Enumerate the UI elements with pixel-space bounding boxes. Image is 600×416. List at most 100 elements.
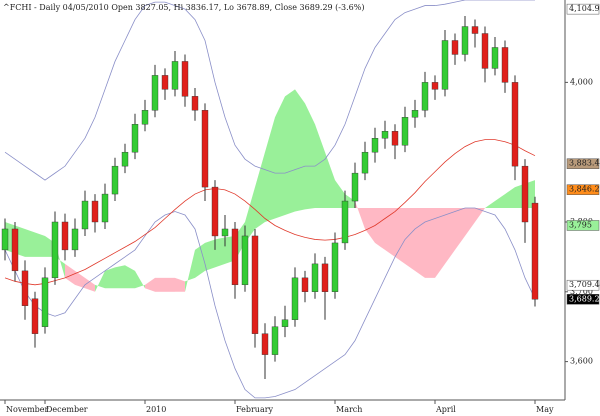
candle-body: [61, 221, 69, 251]
x-tick-label: February: [236, 405, 274, 414]
candle-body: [141, 110, 149, 125]
candle-body: [221, 228, 229, 237]
x-tick-label: December: [46, 405, 88, 414]
candle-body: [531, 202, 539, 300]
candle-body: [371, 138, 379, 153]
candle-body: [381, 131, 389, 139]
cloud-segment: [435, 208, 445, 278]
cloud-segment: [305, 103, 315, 210]
candle-body: [31, 298, 39, 334]
candle-body: [11, 228, 19, 272]
cloud-segment: [85, 277, 95, 292]
cloud-segment: [465, 208, 475, 236]
cloud-segment: [315, 124, 325, 209]
cloud-segment: [355, 201, 365, 229]
line-layer: [4, 0, 536, 399]
candle-body: [261, 333, 269, 355]
candle-body: [351, 172, 359, 202]
candle-body: [451, 40, 459, 55]
candle-body: [301, 277, 309, 292]
y-tick-label: 4,000: [570, 77, 593, 86]
candle-body: [291, 277, 299, 320]
cloud-segment: [35, 232, 45, 257]
cloud-segment: [105, 267, 115, 289]
candle-body: [21, 270, 29, 306]
candle-body: [361, 151, 369, 174]
candle-body: [41, 277, 49, 327]
candle-body: [171, 61, 179, 90]
candle-body: [471, 26, 479, 34]
candle-body: [281, 319, 289, 327]
cloud-segment: [175, 277, 185, 292]
candle-body: [391, 131, 399, 146]
cloud-segment: [245, 187, 255, 243]
candle-body: [81, 200, 89, 230]
cloud-segment: [165, 277, 175, 292]
cloud-segment: [155, 277, 165, 292]
price-label: 3,883.44: [569, 159, 600, 168]
price-label: 4,104.91: [569, 4, 600, 13]
candle-body: [311, 263, 319, 292]
candle-body: [251, 235, 259, 334]
candle-body: [431, 82, 439, 90]
candle-body: [1, 228, 9, 251]
candle-body: [181, 61, 189, 97]
price-label-box: [566, 220, 600, 231]
price-label-box: [566, 279, 600, 291]
cloud-segment: [485, 201, 495, 209]
price-label: 3,709.44: [569, 280, 600, 289]
candle-body: [491, 47, 499, 69]
cloud-segment: [185, 249, 195, 292]
cloud-segment: [95, 270, 105, 292]
candle-body: [241, 235, 249, 286]
candle-body: [411, 110, 419, 118]
cloud-segment: [125, 265, 135, 289]
cloud-segment: [405, 208, 415, 271]
cloud-segment: [425, 208, 435, 278]
candle-body: [111, 165, 119, 195]
cloud-segment: [25, 228, 35, 257]
candle-body: [191, 96, 199, 111]
candle-body: [521, 165, 529, 223]
candle-body: [511, 82, 519, 167]
cloud-segment: [505, 187, 515, 209]
cloud-segment: [475, 208, 485, 222]
cloud-segment: [135, 270, 145, 289]
candle-body: [341, 200, 349, 244]
price-label: 3,846.25: [569, 185, 600, 194]
candle-body: [441, 40, 449, 90]
price-label-box: [566, 294, 600, 305]
cloud-segment: [255, 152, 265, 229]
cloud-segment: [205, 239, 215, 271]
cloud-segment: [195, 242, 205, 278]
price-label-box: [566, 3, 600, 15]
candle-body: [101, 193, 109, 223]
cloud-segment: [375, 208, 385, 250]
candle-layer: [1, 16, 539, 380]
cloud-segment: [285, 89, 295, 216]
moving-average: [4, 139, 536, 286]
candle-body: [401, 117, 409, 146]
cloud-segment: [295, 89, 305, 212]
cloud-segment: [385, 208, 395, 257]
x-tick-label: April: [435, 405, 456, 414]
price-label: 3,795: [569, 220, 592, 229]
candle-body: [121, 151, 129, 167]
candle-body: [331, 242, 339, 292]
cloud-segment: [415, 208, 425, 278]
cloud-segment: [325, 152, 335, 209]
cloud-segment: [275, 96, 285, 219]
candle-body: [51, 221, 59, 279]
candle-body: [131, 124, 139, 153]
cloud-segment: [395, 208, 405, 264]
lower-band: [4, 207, 536, 399]
candle-body: [231, 228, 239, 286]
y-tick-label: 3,600: [570, 357, 593, 366]
cloud-segment: [65, 263, 75, 285]
x-tick-label: 2010: [146, 405, 166, 414]
chart-title: ^FCHI - Daily 04/05/2010 Open 3827.05, H…: [3, 3, 364, 12]
candle-body: [211, 186, 219, 237]
cloud-segment: [495, 194, 505, 209]
